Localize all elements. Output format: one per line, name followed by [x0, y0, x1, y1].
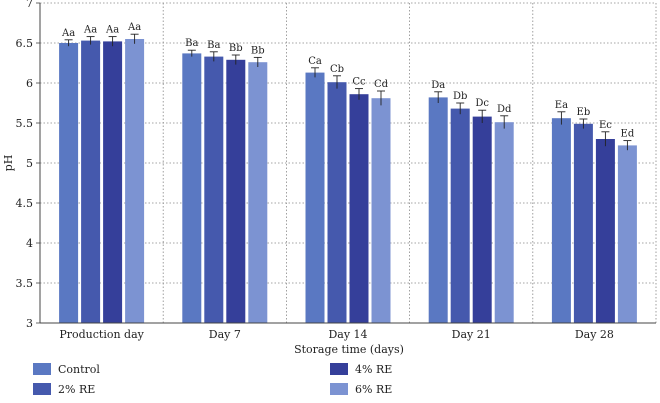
- bar: [617, 145, 637, 323]
- x-axis-title: Storage time (days): [294, 343, 404, 356]
- data-label: Dd: [497, 104, 512, 115]
- legend-swatch: [330, 363, 348, 375]
- data-label: Eb: [577, 107, 591, 118]
- x-tick-label: Production day: [59, 328, 144, 341]
- bar: [551, 118, 571, 323]
- bar: [81, 40, 101, 323]
- legend-label: Control: [58, 363, 100, 376]
- bar: [428, 97, 448, 324]
- legend-item: 2% RE: [33, 383, 95, 396]
- bar: [371, 98, 391, 323]
- data-label: Aa: [105, 25, 119, 36]
- bar: [226, 59, 246, 324]
- bar: [349, 94, 369, 323]
- legend-item: 6% RE: [330, 383, 392, 396]
- data-label: Ed: [621, 129, 635, 140]
- y-tick-label: 4: [26, 237, 33, 250]
- bar: [450, 108, 470, 323]
- legend-label: 4% RE: [355, 363, 392, 376]
- bar: [59, 43, 79, 323]
- legend-swatch: [33, 383, 51, 395]
- legend-label: 6% RE: [355, 383, 392, 396]
- data-label: Bb: [251, 45, 265, 56]
- bar: [472, 116, 492, 323]
- bar: [204, 56, 224, 323]
- y-tick-label: 3.5: [16, 277, 34, 290]
- bar: [494, 122, 514, 323]
- y-tick-label: 6: [26, 77, 33, 90]
- y-axis-title: pH: [2, 155, 15, 172]
- bar: [248, 62, 268, 323]
- bar: [305, 72, 325, 323]
- data-label: Ea: [555, 100, 568, 111]
- data-label: Aa: [83, 25, 97, 36]
- x-tick-label: Day 14: [328, 328, 367, 341]
- data-label: Aa: [61, 28, 75, 39]
- y-tick-label: 6.5: [16, 37, 34, 50]
- data-label: Bb: [229, 43, 243, 54]
- legend: Control 2% RE 4% RE 6% RE: [33, 363, 392, 396]
- bar: [327, 82, 347, 323]
- data-label: Dc: [475, 98, 489, 109]
- legend-label: 2% RE: [58, 383, 95, 396]
- y-tick-label: 5: [26, 157, 33, 170]
- data-label: Cc: [352, 77, 366, 88]
- data-label: Da: [431, 80, 445, 91]
- bar: [573, 123, 593, 323]
- data-label: Ba: [207, 40, 220, 51]
- data-label: Cd: [374, 79, 389, 90]
- data-label: Aa: [127, 22, 141, 33]
- x-tick-label: Day 7: [209, 328, 241, 341]
- legend-item: Control: [33, 363, 100, 376]
- bar: [595, 139, 615, 323]
- data-label: Ba: [185, 38, 198, 49]
- y-tick-label: 7: [26, 0, 33, 10]
- bar: [103, 41, 123, 324]
- data-label: Db: [453, 91, 467, 102]
- legend-item: 4% RE: [330, 363, 392, 376]
- y-tick-label: 3: [26, 317, 33, 330]
- x-tick-label: Day 21: [452, 328, 491, 341]
- axes: 3 3.5 4 4.5 5 5.5 6 6.5 7 Production day Day 7 Day …: [16, 0, 656, 341]
- bars: Aa Aa Aa Aa Ba Ba Bb Bb Ca Cb Cc Cd Da Db Dc Dd Ea Eb Ec Ed: [59, 22, 637, 324]
- legend-swatch: [33, 363, 51, 375]
- data-label: Ec: [599, 120, 612, 131]
- bar: [182, 53, 202, 324]
- y-tick-label: 5.5: [16, 117, 34, 130]
- x-tick-label: Day 28: [575, 328, 614, 341]
- bar: [125, 39, 145, 323]
- legend-swatch: [330, 383, 348, 395]
- data-label: Cb: [330, 64, 344, 75]
- data-label: Ca: [308, 56, 322, 67]
- y-tick-label: 4.5: [16, 197, 34, 210]
